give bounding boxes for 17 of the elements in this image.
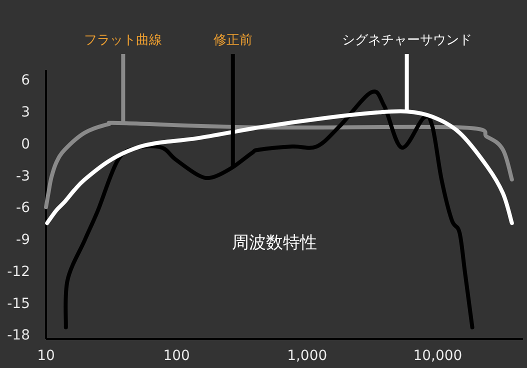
y-tick-label: 0 — [21, 136, 30, 152]
y-tick-label: 3 — [21, 104, 30, 120]
annotation: 周波数特性 — [232, 233, 317, 253]
x-tick-label: 100 — [163, 348, 190, 364]
y-tick-label: -9 — [16, 232, 30, 248]
y-tick-label: -3 — [16, 168, 30, 184]
x-tick-label: 1,000 — [287, 348, 328, 364]
annotation: シグネチャーサウンド — [342, 33, 472, 48]
y-tick-label: 6 — [21, 72, 30, 89]
x-tick-label: 10 — [37, 348, 55, 364]
y-tick-label: -12 — [7, 264, 30, 280]
y-tick-label: -18 — [7, 328, 30, 344]
y-tick-label: -6 — [16, 200, 30, 216]
x-tick-label: 10,000 — [413, 348, 462, 364]
annotation: 修正前 — [213, 33, 252, 48]
y-tick-label: -15 — [7, 296, 30, 312]
annotation: フラット曲線 — [84, 33, 162, 48]
